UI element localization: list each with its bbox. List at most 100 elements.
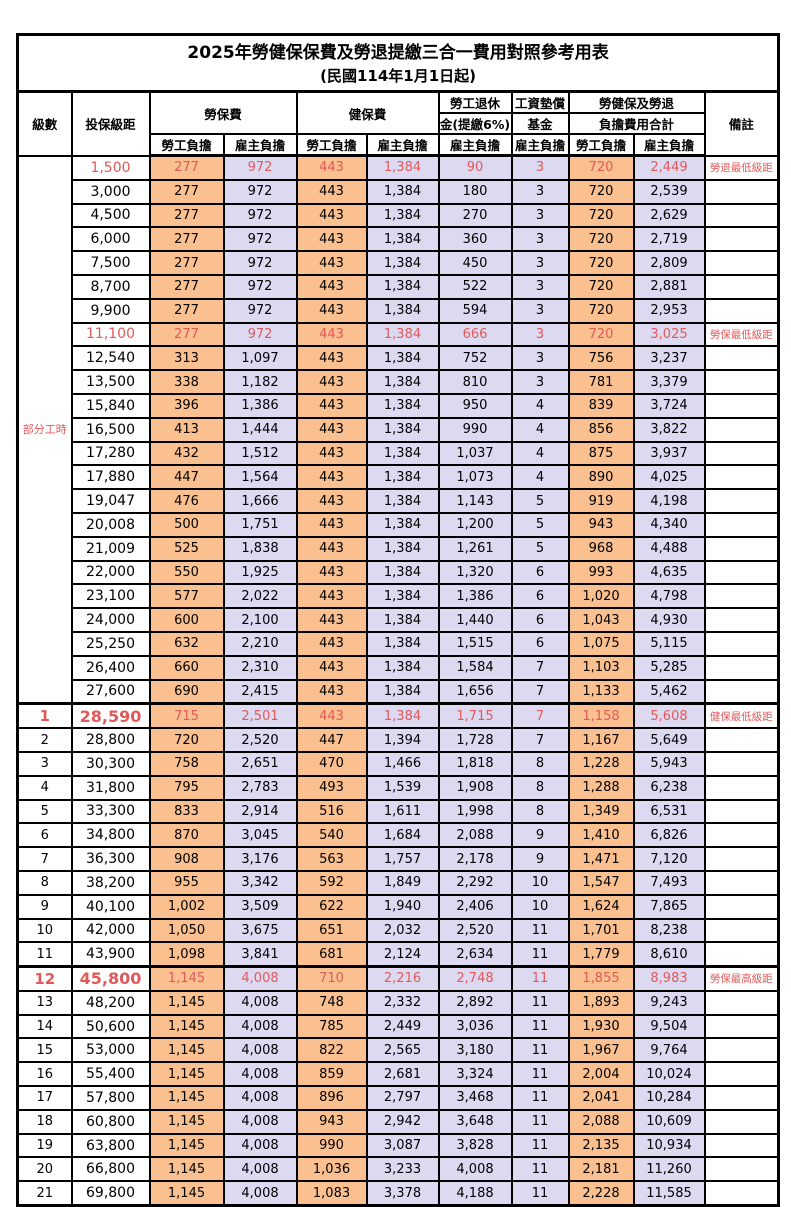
cell-health-employer: 2,565 <box>365 1037 440 1064</box>
cell-labor-employee: 1,145 <box>148 1180 225 1207</box>
cell-health-employer: 1,384 <box>365 392 440 419</box>
cell-insured-bracket: 26,400 <box>70 654 151 681</box>
cell-wage-fund-employer: 6 <box>510 630 570 657</box>
cell-remark: 健保最低級距 <box>703 702 780 730</box>
table-row: 5 33,300 833 2,914 516 1,611 1,998 8 1,349 6,531 <box>16 798 780 825</box>
cell-remark <box>703 1156 780 1183</box>
cell-health-employee: 470 <box>295 750 368 777</box>
cell-remark <box>703 202 780 229</box>
cell-pension-employer: 2,178 <box>437 846 513 872</box>
table-row: 13,500 338 1,182 443 1,384 810 3 781 3,379 <box>18 369 780 395</box>
cell-health-employee: 443 <box>295 654 368 681</box>
cell-labor-employee: 955 <box>148 869 225 896</box>
cell-pension-employer: 810 <box>437 369 513 395</box>
cell-total-employee: 856 <box>567 416 635 443</box>
cell-health-employee: 443 <box>295 583 368 610</box>
cell-labor-employee: 1,098 <box>148 941 225 968</box>
table-row: 7 36,300 908 3,176 563 1,757 2,178 9 1,471 7,120 <box>16 846 780 872</box>
cell-level: 5 <box>16 798 73 825</box>
cell-health-employee: 443 <box>295 607 368 633</box>
cell-labor-employer: 1,666 <box>222 488 298 514</box>
cell-remark <box>703 440 780 467</box>
cell-labor-employee: 908 <box>148 846 225 872</box>
cell-total-employee: 1,624 <box>567 893 635 920</box>
title-cell: 2025年勞健保保費及勞退提繳三合一費用對照參考用表 (民國114年1月1日起) <box>16 33 780 93</box>
cell-health-employer: 1,466 <box>365 750 440 777</box>
table-row: 20 66,800 1,145 4,008 1,036 3,233 4,008 11 2,181… <box>16 1156 780 1183</box>
cell-labor-employee: 720 <box>148 727 225 753</box>
cell-remark <box>703 917 780 944</box>
cell-health-employee: 443 <box>295 321 368 348</box>
cell-pension-employer: 752 <box>437 345 513 372</box>
group-header-labor-insurance: 勞保費 <box>148 90 298 135</box>
cell-pension-employer: 522 <box>437 273 513 300</box>
cell-health-employer: 3,087 <box>365 1132 440 1159</box>
cell-insured-bracket: 13,500 <box>70 369 151 395</box>
cell-pension-employer: 1,143 <box>437 488 513 514</box>
table-row: 2 28,800 720 2,520 447 1,394 1,728 7 1,167 5,649 <box>16 727 780 753</box>
cell-health-employer: 1,384 <box>365 464 440 491</box>
cell-insured-bracket: 1,500 <box>70 154 151 181</box>
cell-labor-employee: 600 <box>148 607 225 633</box>
cell-labor-employer: 4,008 <box>222 1037 298 1064</box>
cell-labor-employee: 447 <box>148 464 225 491</box>
cell-total-employee: 1,043 <box>567 607 635 633</box>
cell-total-employee: 720 <box>567 273 635 300</box>
cell-health-employee: 443 <box>295 488 368 514</box>
table-row: 17 57,800 1,145 4,008 896 2,797 3,468 11 2,041 10… <box>16 1085 780 1111</box>
cell-insured-bracket: 17,280 <box>70 440 151 467</box>
cell-wage-fund-employer: 4 <box>510 440 570 467</box>
cell-total-employee: 968 <box>567 535 635 562</box>
cell-pension-employer: 180 <box>437 178 513 205</box>
cell-total-employer: 4,340 <box>632 511 706 538</box>
cell-wage-fund-employer: 3 <box>510 250 570 276</box>
cell-health-employer: 1,384 <box>365 559 440 586</box>
cell-wage-fund-employer: 5 <box>510 488 570 514</box>
cell-insured-bracket: 19,047 <box>70 488 151 514</box>
part-time-merged-cell: 部分工時 <box>16 154 73 705</box>
table-row: 16 55,400 1,145 4,008 859 2,681 3,324 11 2,004 10… <box>16 1061 780 1088</box>
table-row: 4,500 277 972 443 1,384 270 3 720 2,629 <box>18 202 780 229</box>
cell-labor-employer: 972 <box>222 321 298 348</box>
cell-insured-bracket: 33,300 <box>70 798 151 825</box>
cell-pension-employer: 1,998 <box>437 798 513 825</box>
cell-wage-fund-employer: 10 <box>510 893 570 920</box>
cell-health-employer: 1,384 <box>365 630 440 657</box>
cell-total-employer: 3,379 <box>632 369 706 395</box>
cell-remark <box>703 798 780 825</box>
cell-labor-employer: 2,415 <box>222 678 298 705</box>
cell-pension-employer: 1,320 <box>437 559 513 586</box>
group-header-wage-fund-line2: 基金 <box>510 112 570 135</box>
cell-total-employee: 1,133 <box>567 678 635 705</box>
cell-total-employer: 5,115 <box>632 630 706 657</box>
cell-labor-employee: 870 <box>148 822 225 849</box>
cell-health-employee: 443 <box>295 559 368 586</box>
cell-labor-employee: 690 <box>148 678 225 705</box>
cell-health-employer: 1,384 <box>365 226 440 253</box>
cell-total-employee: 2,004 <box>567 1061 635 1088</box>
cell-labor-employer: 1,386 <box>222 392 298 419</box>
cell-wage-fund-employer: 11 <box>510 1108 570 1135</box>
cell-total-employer: 4,635 <box>632 559 706 586</box>
cell-wage-fund-employer: 11 <box>510 1156 570 1183</box>
cell-total-employer: 4,798 <box>632 583 706 610</box>
cell-labor-employer: 1,751 <box>222 511 298 538</box>
cell-health-employer: 3,233 <box>365 1156 440 1183</box>
cell-wage-fund-employer: 11 <box>510 1180 570 1207</box>
cell-health-employer: 1,384 <box>365 297 440 324</box>
cell-insured-bracket: 20,008 <box>70 511 151 538</box>
cell-labor-employee: 313 <box>148 345 225 372</box>
cell-pension-employer: 4,008 <box>437 1156 513 1183</box>
cell-health-employee: 1,083 <box>295 1180 368 1207</box>
cell-total-employer: 4,198 <box>632 488 706 514</box>
cell-insured-bracket: 57,800 <box>70 1085 151 1111</box>
cell-wage-fund-employer: 11 <box>510 1085 570 1111</box>
table-row: 6 34,800 870 3,045 540 1,684 2,088 9 1,410 6,826 <box>16 822 780 849</box>
cell-pension-employer: 3,828 <box>437 1132 513 1159</box>
cell-insured-bracket: 9,900 <box>70 297 151 324</box>
cell-total-employee: 720 <box>567 178 635 205</box>
cell-pension-employer: 3,648 <box>437 1108 513 1135</box>
cell-remark <box>703 583 780 610</box>
cell-labor-employee: 338 <box>148 369 225 395</box>
